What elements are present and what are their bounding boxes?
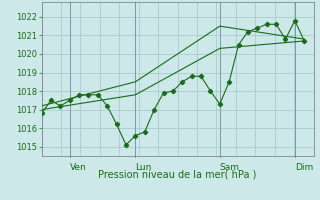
Text: Lun: Lun — [135, 163, 152, 172]
Text: Sam: Sam — [220, 163, 240, 172]
Text: Ven: Ven — [70, 163, 86, 172]
X-axis label: Pression niveau de la mer( hPa ): Pression niveau de la mer( hPa ) — [99, 170, 257, 180]
Text: Dim: Dim — [295, 163, 313, 172]
